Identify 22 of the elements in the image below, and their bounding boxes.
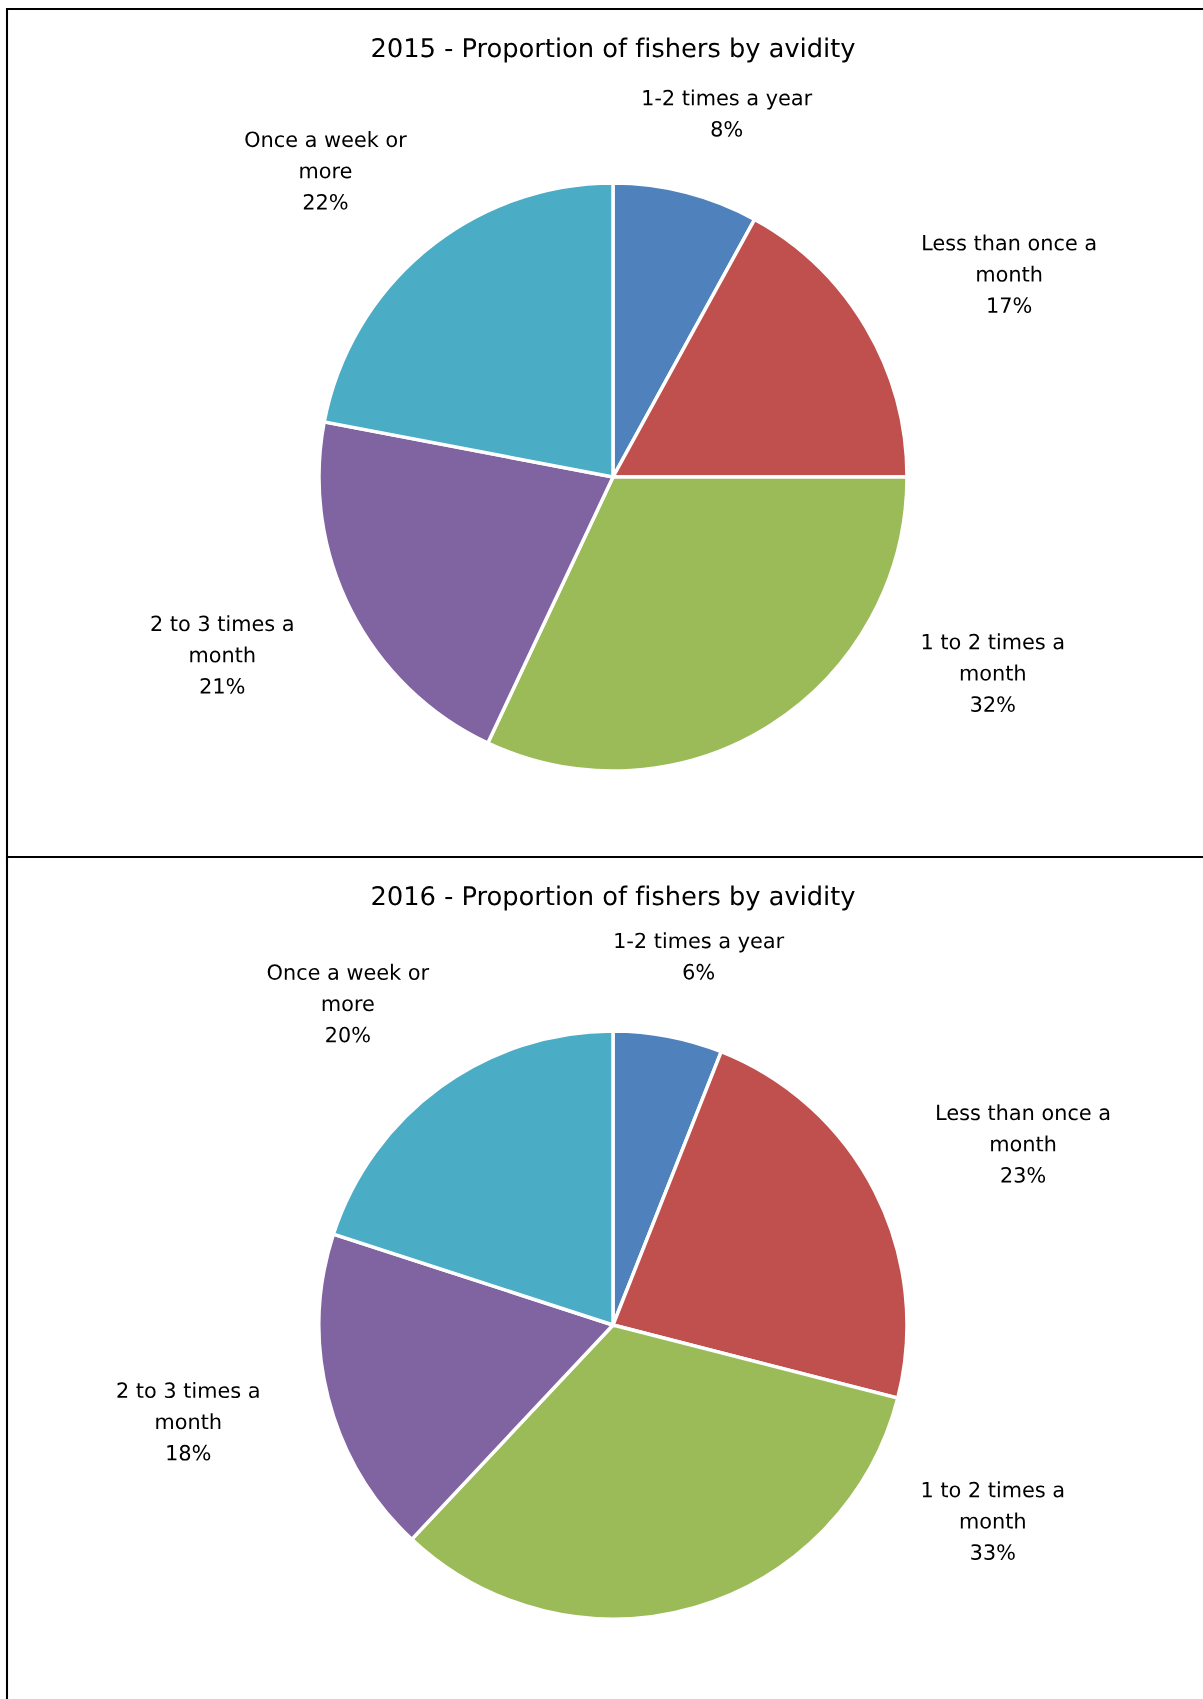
slice-label: Once a week or more — [245, 131, 407, 179]
slice-label: Once a week or more — [267, 963, 430, 1012]
slice-label: 1-2 times a year — [643, 89, 813, 110]
data-label: 33% — [971, 1544, 1015, 1560]
slice-label: Less than once a month — [937, 1104, 1110, 1152]
data-label: 32% — [971, 696, 1015, 712]
slice-label: 1-2 times a year — [615, 932, 785, 953]
slice-label: 1 to 2 times a month — [922, 1481, 1064, 1529]
data-label: 6% — [683, 963, 715, 980]
slice-label: 2 to 3 times a month — [151, 615, 293, 663]
chart-title: 2015 - Proportion of fishers by avidity — [372, 37, 855, 63]
data-label: 8% — [711, 120, 743, 137]
data-label: 21% — [200, 678, 245, 694]
data-label: 17% — [988, 297, 1032, 314]
data-label: 23% — [1001, 1167, 1046, 1183]
slice-label: 1 to 2 times a month — [922, 633, 1064, 681]
data-label: 18% — [167, 1444, 211, 1461]
slice-label: 2 to 3 times a month — [117, 1381, 259, 1430]
slice-label: Less than once a month — [923, 234, 1096, 282]
chart-title: 2016 - Proportion of fishers by avidity — [372, 885, 855, 911]
data-label: 20% — [326, 1026, 370, 1043]
data-label: 22% — [303, 193, 348, 210]
